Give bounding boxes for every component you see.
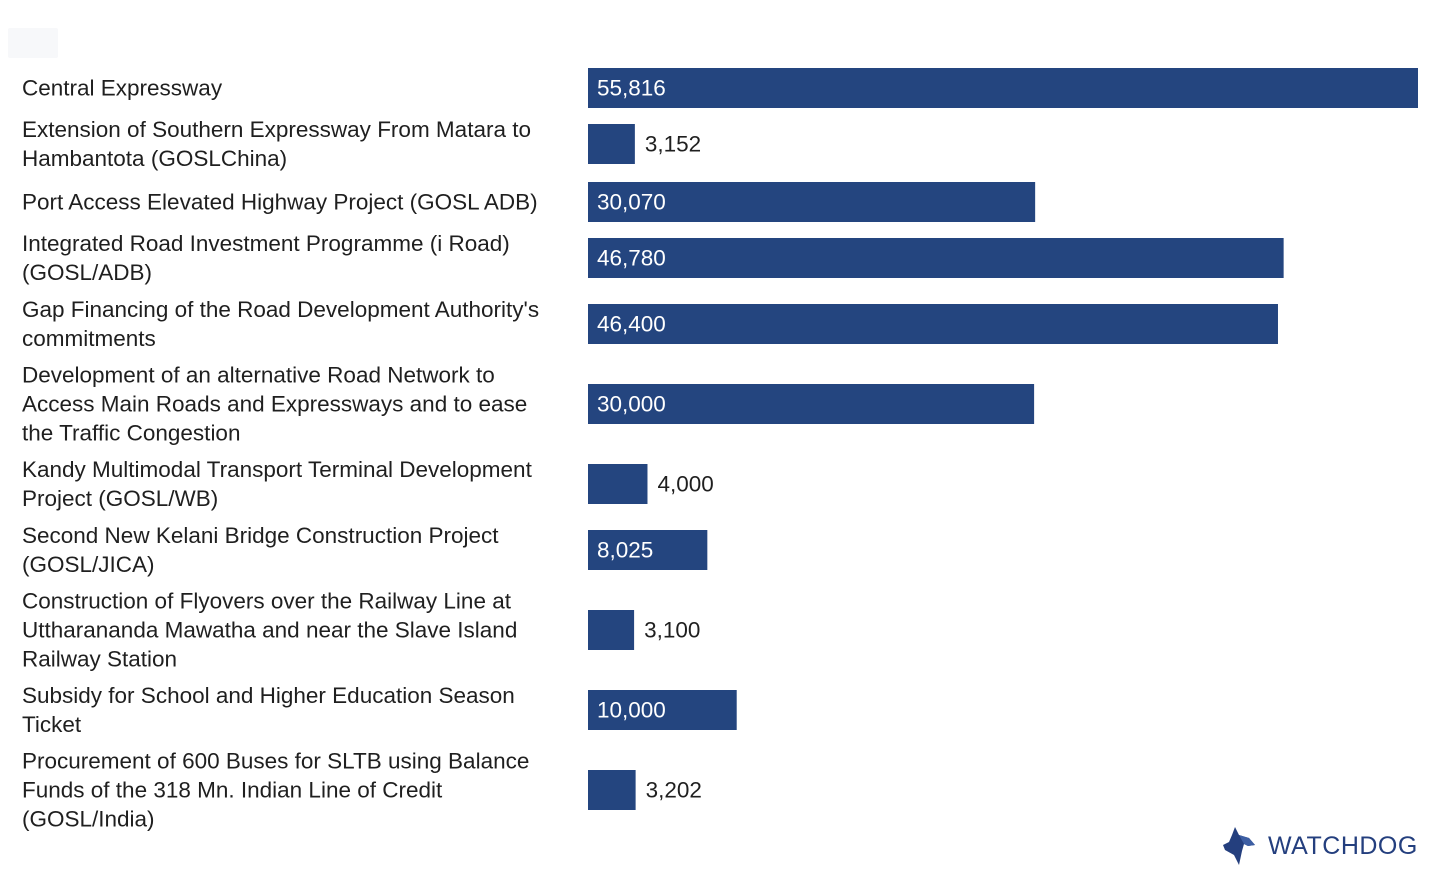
category-label: Construction of Flyovers over the Railwa… [22, 589, 517, 672]
bar [588, 530, 708, 570]
data-label: 8,025 [597, 538, 653, 563]
brand-name: WATCHDOG [1268, 831, 1418, 860]
data-label: 55,816 [597, 76, 666, 101]
dog-head-icon [1223, 827, 1255, 865]
category-label: Integrated Road Investment Programme (i … [22, 231, 510, 285]
data-label: 4,000 [657, 472, 713, 497]
bar [588, 690, 737, 730]
data-label: 30,000 [597, 392, 666, 417]
corner-tab [8, 28, 58, 58]
category-label: Central Expressway [22, 76, 223, 101]
data-label: 30,070 [597, 190, 666, 215]
category-label: Procurement of 600 Buses for SLTB using … [22, 749, 529, 832]
bar [588, 384, 1035, 424]
bar [588, 68, 1418, 108]
category-label: Subsidy for School and Higher Education … [22, 683, 515, 737]
bar [588, 610, 635, 650]
watchdog-logo: WATCHDOG [1222, 826, 1432, 866]
bar [588, 464, 648, 504]
data-label: 3,202 [646, 778, 702, 803]
data-label: 10,000 [597, 698, 666, 723]
data-label: 3,100 [644, 618, 700, 643]
category-label: Gap Financing of the Road Development Au… [22, 297, 539, 351]
bar [588, 770, 636, 810]
bar [588, 238, 1284, 278]
bar [588, 304, 1278, 344]
category-label: Port Access Elevated Highway Project (GO… [22, 190, 538, 215]
category-label: Extension of Southern Expressway From Ma… [22, 117, 531, 171]
bar [588, 182, 1036, 222]
category-label: Kandy Multimodal Transport Terminal Deve… [22, 457, 533, 511]
data-label: 46,400 [597, 312, 666, 337]
category-label: Second New Kelani Bridge Construction Pr… [22, 523, 499, 577]
data-label: 46,780 [597, 246, 666, 271]
data-label: 3,152 [645, 132, 701, 157]
category-label: Development of an alternative Road Netwo… [22, 363, 527, 446]
bar [588, 124, 635, 164]
